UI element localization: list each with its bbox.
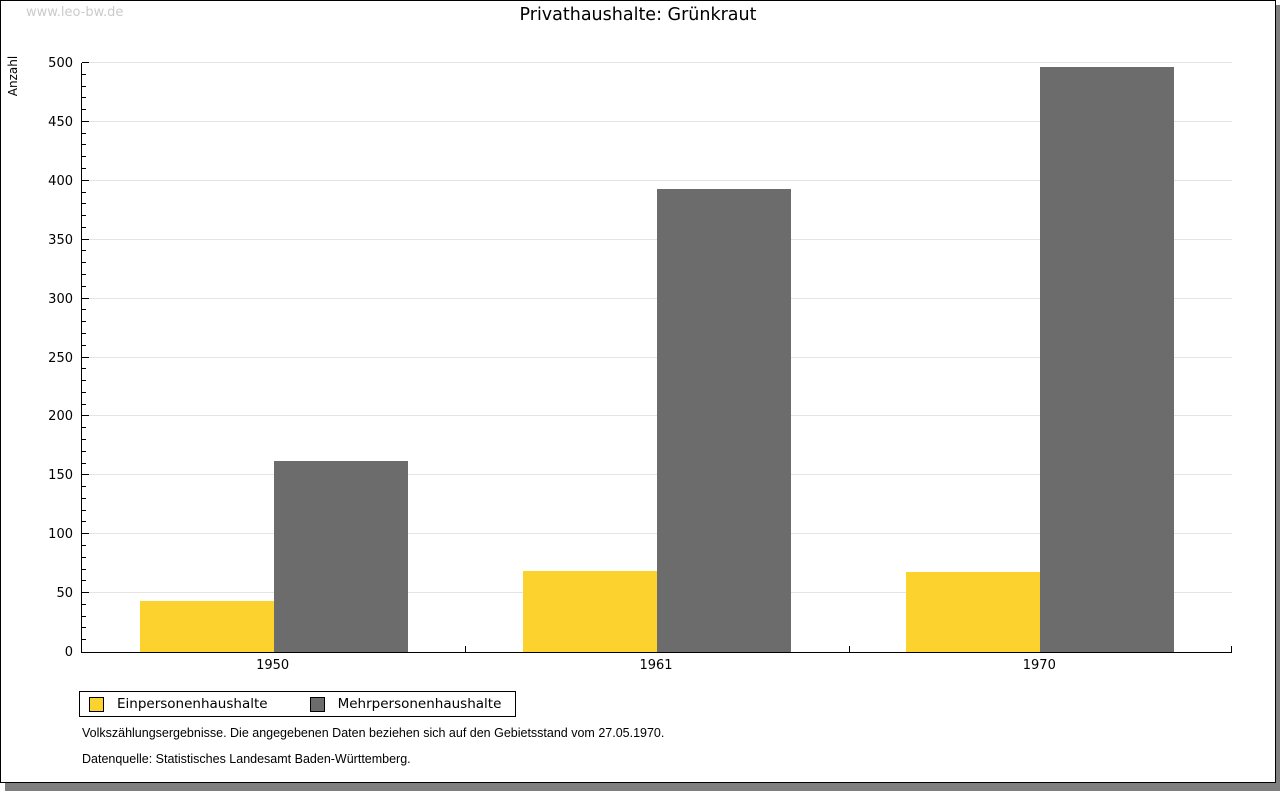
y-tick-minor-420 <box>82 156 86 158</box>
y-axis-tick-labels: 0 50 100 150 200 250 300 350 400 450 500 <box>1 56 73 660</box>
y-tick-label-300: 300 <box>48 291 73 307</box>
bar-einpersonenhaushalte-1970 <box>906 571 1041 652</box>
y-tick-minor-180 <box>82 438 86 440</box>
legend-item-mehrpersonenhaushalte: Mehrpersonenhaushalte <box>309 696 502 712</box>
y-tick-minor-170 <box>82 450 86 452</box>
page-shadow-bottom <box>5 783 1276 791</box>
y-tick-label-200: 200 <box>48 409 73 425</box>
y-tick-minor-10 <box>82 639 86 641</box>
y-tick-minor-340 <box>82 250 86 252</box>
y-tick-minor-290 <box>82 309 86 311</box>
y-tick-minor-60 <box>82 580 86 582</box>
y-tick-minor-20 <box>82 627 86 629</box>
y-tick-minor-220 <box>82 391 86 393</box>
footnote-source: Datenquelle: Statistisches Landesamt Bad… <box>82 752 411 766</box>
plot-area <box>81 62 1232 653</box>
y-tick-major-150 <box>82 474 89 476</box>
x-tick-label-1970: 1970 <box>1022 658 1056 673</box>
x-tick-label-1950: 1950 <box>256 658 290 673</box>
y-tick-minor-460 <box>82 109 86 111</box>
y-tick-minor-140 <box>82 486 86 488</box>
legend-swatch-icon <box>309 696 325 712</box>
y-tick-minor-310 <box>82 285 86 287</box>
y-tick-label-50: 50 <box>56 586 73 602</box>
y-tick-minor-120 <box>82 509 86 511</box>
y-tick-minor-210 <box>82 403 86 405</box>
y-tick-minor-320 <box>82 274 86 276</box>
y-tick-label-500: 500 <box>48 56 73 71</box>
gridline-500 <box>82 62 1232 63</box>
x-tick-label-1961: 1961 <box>639 658 673 673</box>
y-tick-minor-190 <box>82 427 86 429</box>
y-tick-label-350: 350 <box>48 232 73 248</box>
y-tick-label-450: 450 <box>48 114 73 130</box>
x-axis-boundary-tick-1 <box>465 646 467 652</box>
bar-einpersonenhaushalte-1961 <box>523 570 657 652</box>
y-tick-major-500 <box>82 62 89 63</box>
y-tick-major-400 <box>82 179 89 181</box>
y-tick-minor-130 <box>82 497 86 499</box>
y-tick-label-0: 0 <box>64 645 73 660</box>
x-axis-boundary-tick-2 <box>848 646 850 652</box>
y-tick-major-300 <box>82 297 89 299</box>
y-tick-minor-360 <box>82 226 86 228</box>
y-tick-minor-260 <box>82 344 86 346</box>
bar-mehrpersonenhaushalte-1961 <box>657 189 791 652</box>
y-tick-minor-330 <box>82 262 86 264</box>
legend-item-einpersonenhaushalte: Einpersonenhaushalte <box>89 696 268 712</box>
bar-einpersonenhaushalte-1950 <box>139 601 274 652</box>
y-tick-minor-40 <box>82 603 86 605</box>
chart-title: Privathaushalte: Grünkraut <box>519 5 757 25</box>
footnote-census: Volkszählungsergebnisse. Die angegebenen… <box>82 726 665 740</box>
y-tick-minor-270 <box>82 332 86 334</box>
y-tick-major-350 <box>82 238 89 240</box>
y-tick-minor-380 <box>82 203 86 205</box>
y-tick-minor-230 <box>82 380 86 382</box>
y-tick-minor-480 <box>82 85 86 87</box>
y-tick-label-400: 400 <box>48 173 73 189</box>
y-tick-minor-470 <box>82 97 86 99</box>
gridline-400 <box>82 179 1232 181</box>
y-tick-minor-490 <box>82 73 86 75</box>
y-tick-label-150: 150 <box>48 468 73 484</box>
y-tick-minor-240 <box>82 368 86 370</box>
bar-mehrpersonenhaushalte-1970 <box>1040 66 1175 652</box>
y-tick-minor-90 <box>82 544 86 546</box>
legend-label: Einpersonenhaushalte <box>117 696 268 712</box>
y-tick-minor-430 <box>82 144 86 146</box>
legend-box: Einpersonenhaushalte Mehrpersonenhaushalt… <box>79 691 517 717</box>
y-tick-major-100 <box>82 533 89 535</box>
y-tick-minor-80 <box>82 556 86 558</box>
y-tick-major-50 <box>82 592 89 594</box>
legend-swatch-icon <box>89 696 104 712</box>
y-tick-label-100: 100 <box>48 527 73 543</box>
y-tick-minor-440 <box>82 132 86 134</box>
y-tick-major-450 <box>82 120 89 122</box>
y-tick-minor-160 <box>82 462 86 464</box>
x-axis-boundary-tick-3 <box>1231 646 1232 652</box>
y-tick-label-250: 250 <box>48 350 73 366</box>
y-tick-minor-370 <box>82 215 86 217</box>
y-tick-minor-110 <box>82 521 86 523</box>
y-tick-minor-70 <box>82 568 86 570</box>
bar-mehrpersonenhaushalte-1950 <box>273 461 408 652</box>
y-tick-major-250 <box>82 356 89 358</box>
y-tick-minor-390 <box>82 191 86 193</box>
watermark-text: www.leo-bw.de <box>26 5 124 20</box>
legend-label: Mehrpersonenhaushalte <box>337 696 502 712</box>
page-shadow-right <box>1276 5 1280 791</box>
y-tick-minor-410 <box>82 168 86 170</box>
y-tick-major-200 <box>82 415 89 417</box>
x-axis-tick-labels: 1950 1961 1970 <box>81 658 1231 674</box>
y-tick-minor-30 <box>82 615 86 617</box>
y-tick-minor-280 <box>82 321 86 323</box>
gridline-450 <box>82 120 1232 122</box>
